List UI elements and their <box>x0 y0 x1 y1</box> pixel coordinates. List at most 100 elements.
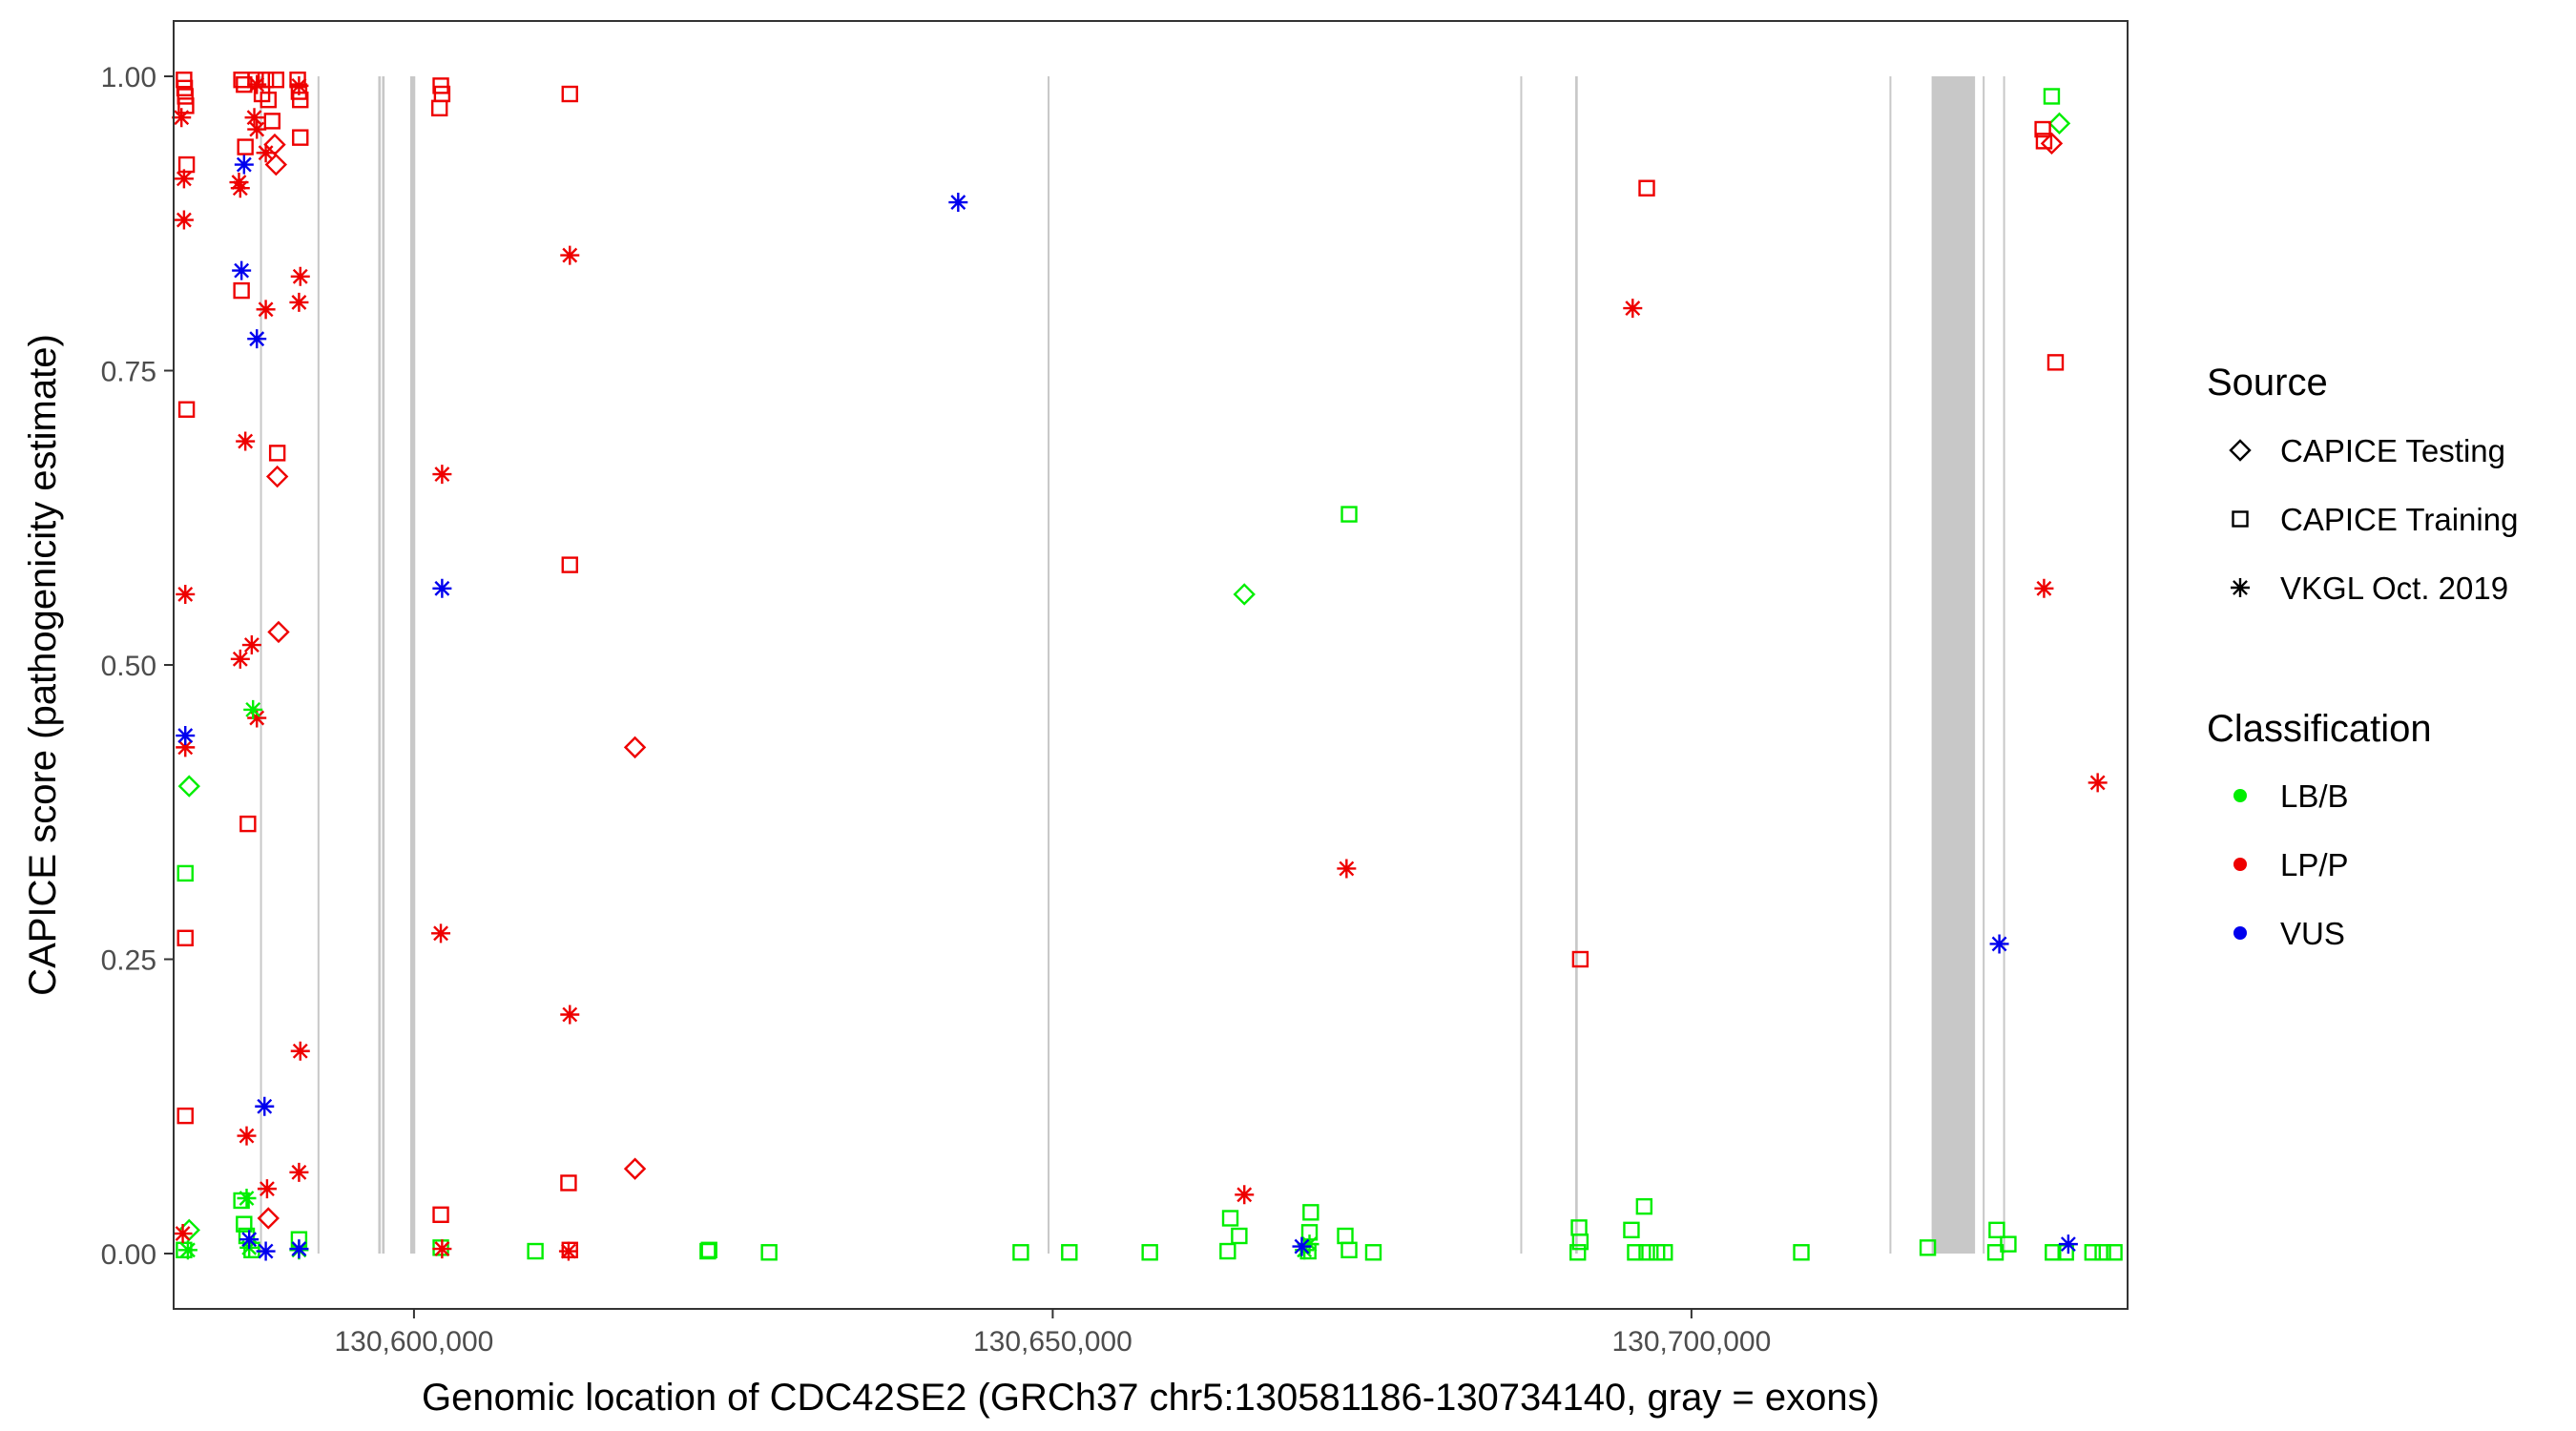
data-point <box>1340 1241 1358 1258</box>
data-point <box>1571 1233 1589 1251</box>
data-point <box>432 1206 449 1223</box>
data-point <box>239 1230 260 1250</box>
data-point <box>432 578 452 598</box>
data-point <box>561 556 578 573</box>
data-point <box>177 1240 197 1260</box>
data-point <box>1302 1204 1319 1221</box>
data-point <box>247 74 267 94</box>
data-point <box>267 620 290 644</box>
data-point <box>239 815 257 833</box>
data-point <box>292 91 309 109</box>
data-point <box>292 129 309 146</box>
data-point <box>265 465 289 488</box>
data-point <box>244 108 264 128</box>
data-point <box>177 88 194 105</box>
data-point <box>1988 1221 2005 1239</box>
data-point <box>1340 506 1358 523</box>
data-point <box>177 401 196 418</box>
data-point <box>1638 1244 1655 1261</box>
data-point <box>2034 120 2051 138</box>
x-tick-label: 130,650,000 <box>973 1326 1132 1358</box>
legend-key-dot <box>2233 789 2247 802</box>
data-point <box>247 708 267 728</box>
data-point <box>172 108 192 128</box>
data-point <box>177 775 200 798</box>
data-point <box>1233 583 1256 606</box>
data-point <box>1292 1236 1312 1256</box>
data-point <box>2088 773 2108 793</box>
data-point <box>430 99 448 117</box>
data-point <box>2000 1235 2017 1253</box>
data-point <box>1793 1244 1810 1261</box>
data-point <box>948 193 968 213</box>
legend-source-items: CAPICE Testing CAPICE Training VKGL Oct. 2… <box>2229 433 2518 606</box>
data-point <box>290 266 310 286</box>
data-point <box>560 1174 577 1192</box>
data-point <box>1221 1210 1239 1227</box>
data-point <box>268 445 286 462</box>
data-point <box>558 1241 578 1261</box>
y-tick-label: 0.25 <box>101 945 156 977</box>
data-point <box>623 736 647 759</box>
data-point <box>257 1179 277 1199</box>
exon-band <box>1048 75 1050 1255</box>
exon-band <box>260 75 262 1255</box>
data-point <box>267 72 285 89</box>
data-point <box>2045 1244 2062 1261</box>
data-point <box>177 929 194 946</box>
y-tick-label: 0.75 <box>101 356 156 387</box>
data-point <box>1569 1244 1587 1261</box>
data-point <box>256 143 276 163</box>
data-point <box>176 584 196 604</box>
legend-key-square <box>2232 510 2249 528</box>
data-point <box>1627 1244 1644 1261</box>
data-point <box>247 329 267 349</box>
data-point <box>1989 934 2009 954</box>
y-tick-label: 0.00 <box>101 1239 156 1271</box>
data-point <box>623 1157 647 1180</box>
data-point <box>263 133 286 156</box>
data-point <box>1638 179 1655 197</box>
exon-bands <box>260 75 2005 1255</box>
data-point <box>234 155 254 175</box>
data-point <box>2047 112 2071 135</box>
data-point <box>760 1244 778 1261</box>
data-point <box>289 1162 309 1182</box>
data-point <box>177 864 194 882</box>
legend-label-source: CAPICE Training <box>2280 502 2518 537</box>
data-point <box>260 91 277 109</box>
data-point <box>289 1239 309 1259</box>
data-point <box>1299 1234 1319 1255</box>
data-point <box>1141 1244 1158 1261</box>
y-tick-label: 1.00 <box>101 62 156 93</box>
data-point <box>237 1126 257 1146</box>
data-point <box>561 85 578 103</box>
data-point <box>1635 1197 1653 1215</box>
data-point <box>243 699 263 719</box>
x-tick-label: 130,700,000 <box>1611 1326 1771 1358</box>
legend-class-items: LB/B LP/P VUS <box>2233 778 2349 951</box>
data-point <box>1919 1239 1937 1256</box>
data-point <box>263 113 280 130</box>
data-point <box>2084 1244 2102 1261</box>
data-point <box>257 72 275 89</box>
x-tick-label: 130,600,000 <box>334 1326 493 1358</box>
legend-label-source: VKGL Oct. 2019 <box>2280 570 2508 606</box>
data-point <box>700 1241 717 1258</box>
data-point <box>256 1241 276 1261</box>
y-axis: 0.00 0.25 0.50 0.75 1.00 <box>101 62 174 1271</box>
data-point <box>1012 1244 1029 1261</box>
data-point <box>237 1189 257 1208</box>
data-point <box>527 1242 544 1260</box>
data-point <box>236 1215 253 1233</box>
legend-label-classification: LP/P <box>2280 847 2349 882</box>
data-point <box>257 1207 280 1230</box>
data-point <box>236 431 256 451</box>
y-axis-title: CAPICE score (pathogenicity estimate) <box>22 334 64 996</box>
data-point <box>1623 1221 1640 1239</box>
data-point <box>699 1242 717 1260</box>
legend: Source CAPICE Testing CAPICE Training VKGL… <box>2207 362 2518 951</box>
exon-band <box>378 75 382 1255</box>
